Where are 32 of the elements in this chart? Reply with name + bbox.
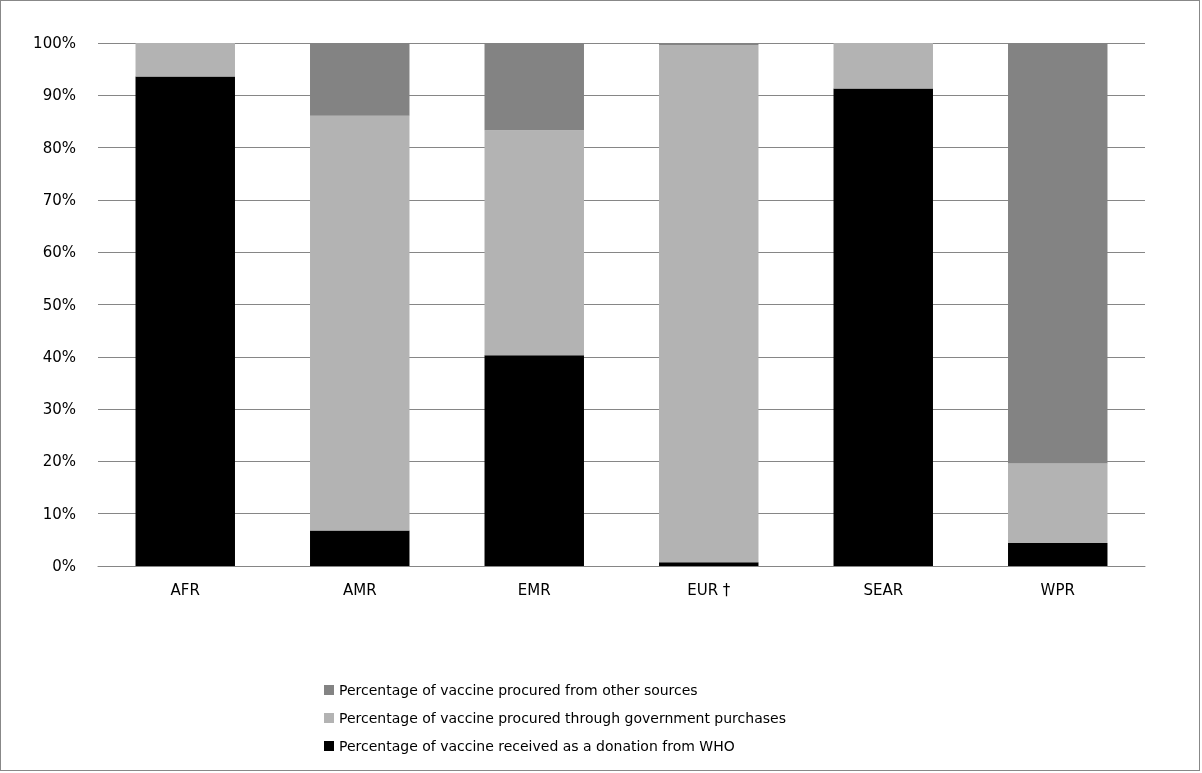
x-tick-label: EUR † — [687, 580, 731, 599]
y-tick-label: 10% — [42, 504, 76, 523]
y-tick-label: 90% — [42, 86, 76, 105]
bar — [135, 43, 235, 77]
x-tick-label: WPR — [1040, 580, 1075, 599]
y-tick-label: 0% — [52, 557, 76, 575]
y-tick-label: 50% — [42, 295, 76, 314]
x-tick-label: SEAR — [863, 580, 904, 599]
y-tick-label: 100% — [33, 34, 76, 52]
y-tick-label: 70% — [42, 190, 76, 209]
y-tick-label: 20% — [42, 452, 76, 471]
legend-label: Percentage of vaccine procured through government purchases — [339, 710, 786, 726]
legend-label: Percentage of vaccine procured from other sources — [339, 682, 698, 698]
x-tick-label: AMR — [342, 580, 377, 599]
x-tick-label: EMR — [517, 580, 551, 599]
bar — [833, 88, 933, 566]
legend-label: Percentage of vaccine received as a donation from WHO — [339, 738, 735, 754]
bar — [310, 115, 410, 531]
bar — [310, 530, 410, 566]
x-tick-label: AFR — [170, 580, 200, 599]
y-tick-label: 60% — [42, 243, 76, 262]
y-tick-label: 40% — [42, 347, 76, 366]
bar — [1008, 542, 1108, 566]
bar — [135, 76, 235, 566]
bar — [484, 355, 584, 566]
bar — [833, 43, 933, 89]
bar — [659, 562, 759, 566]
bar — [1008, 463, 1108, 543]
y-tick-label: 30% — [42, 400, 76, 419]
y-tick-label: 80% — [42, 138, 76, 157]
bar — [484, 130, 584, 356]
bar — [659, 45, 759, 563]
